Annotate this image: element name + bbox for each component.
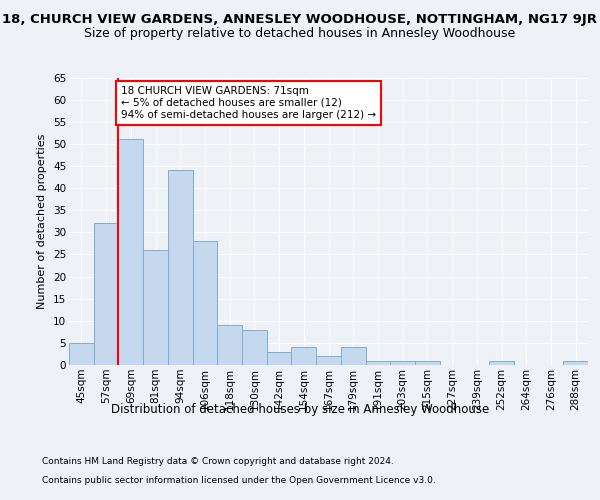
Bar [143,250,168,365]
Bar [242,330,267,365]
Bar [292,348,316,365]
Text: Distribution of detached houses by size in Annesley Woodhouse: Distribution of detached houses by size … [111,402,489,415]
Bar [267,352,292,365]
Bar [365,360,390,365]
Text: 18 CHURCH VIEW GARDENS: 71sqm
← 5% of detached houses are smaller (12)
94% of se: 18 CHURCH VIEW GARDENS: 71sqm ← 5% of de… [121,86,376,120]
Text: Contains public sector information licensed under the Open Government Licence v3: Contains public sector information licen… [42,476,436,485]
Bar [563,360,588,365]
Bar [69,343,94,365]
Text: Contains HM Land Registry data © Crown copyright and database right 2024.: Contains HM Land Registry data © Crown c… [42,458,394,466]
Bar [217,325,242,365]
Bar [489,360,514,365]
Bar [415,360,440,365]
Y-axis label: Number of detached properties: Number of detached properties [37,134,47,309]
Bar [118,140,143,365]
Text: Size of property relative to detached houses in Annesley Woodhouse: Size of property relative to detached ho… [85,28,515,40]
Bar [94,224,118,365]
Bar [316,356,341,365]
Text: 18, CHURCH VIEW GARDENS, ANNESLEY WOODHOUSE, NOTTINGHAM, NG17 9JR: 18, CHURCH VIEW GARDENS, ANNESLEY WOODHO… [2,12,598,26]
Bar [168,170,193,365]
Bar [341,348,365,365]
Bar [193,241,217,365]
Bar [390,360,415,365]
